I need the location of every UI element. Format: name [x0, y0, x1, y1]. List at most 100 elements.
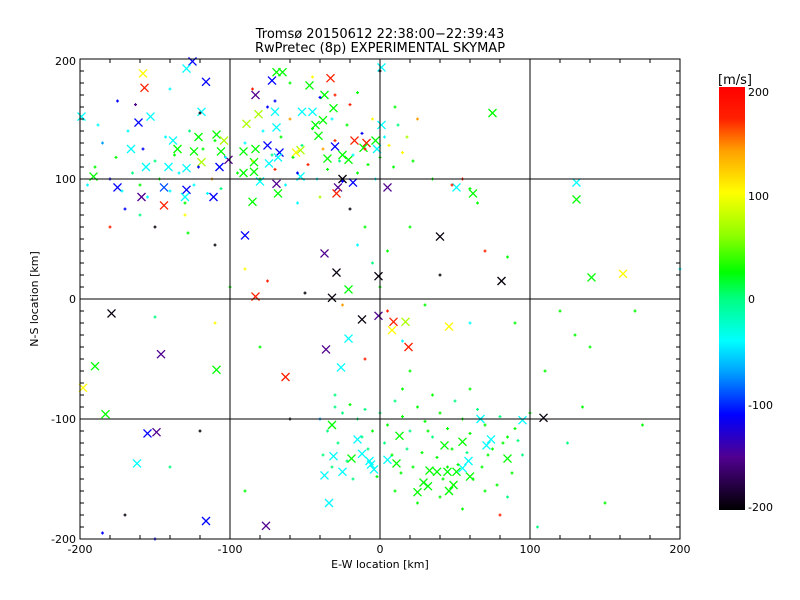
data-point-plus-marker [266, 105, 269, 109]
data-point-plus-marker [138, 183, 142, 187]
data-point-plus-marker [438, 495, 442, 499]
colorbar-tick-label: 100 [748, 190, 769, 203]
data-point-plus-marker [311, 75, 314, 79]
data-point-x-marker [323, 154, 332, 164]
data-point-x-marker [344, 334, 353, 344]
data-point-x-marker [137, 192, 146, 202]
colorbar-tick-label: 200 [748, 86, 769, 99]
data-point-plus-marker [408, 225, 412, 229]
data-point-plus-marker [420, 451, 424, 455]
data-point-plus-marker [416, 501, 419, 505]
data-point-plus-marker [453, 399, 457, 403]
data-point-plus-marker [393, 399, 397, 403]
data-point-x-marker [318, 115, 328, 125]
data-point-x-marker [458, 463, 467, 473]
data-point-plus-marker [360, 131, 364, 135]
colorbar-tick-label: -100 [748, 399, 773, 412]
data-point-x-marker [297, 107, 307, 117]
data-point-x-marker [270, 107, 280, 117]
data-point-x-marker [180, 192, 190, 202]
data-point-x-marker [464, 456, 473, 466]
data-point-plus-marker [306, 163, 310, 167]
data-point-plus-marker [396, 123, 400, 127]
data-point-x-marker [377, 120, 386, 130]
data-point-x-marker [314, 131, 323, 141]
data-point-plus-marker [536, 525, 539, 529]
data-point-plus-marker [197, 165, 200, 169]
data-point-x-marker [327, 293, 337, 303]
data-point-x-marker [168, 136, 178, 146]
data-point-plus-marker [366, 163, 370, 167]
data-point-x-marker [134, 118, 143, 128]
data-point-plus-marker [393, 105, 397, 109]
y-axis-label: N-S location [km] [28, 251, 41, 347]
data-point-x-marker [320, 90, 329, 100]
data-point-plus-marker [348, 403, 352, 407]
data-point-plus-marker [363, 147, 367, 151]
data-point-x-marker [273, 188, 283, 198]
data-point-plus-marker [258, 345, 262, 349]
data-point-plus-marker [405, 447, 409, 451]
data-point-plus-marker [401, 151, 404, 155]
data-point-x-marker [159, 182, 169, 192]
data-point-plus-marker [486, 453, 490, 457]
colorbar-tick-label: 0 [748, 293, 755, 306]
data-point-plus-marker [131, 171, 134, 175]
data-point-x-marker [239, 168, 248, 178]
data-point-x-marker [350, 136, 359, 146]
data-point-plus-marker [498, 415, 502, 419]
colorbar-tick-label: -200 [748, 501, 773, 514]
data-point-plus-marker [416, 405, 419, 409]
data-point-x-marker [305, 80, 314, 90]
data-point-x-marker [423, 481, 433, 491]
data-point-x-marker [336, 362, 346, 372]
data-point-plus-marker [363, 225, 367, 229]
data-point-plus-marker [279, 135, 283, 139]
data-point-x-marker [326, 73, 335, 83]
data-point-plus-marker [96, 123, 100, 127]
data-point-x-marker [377, 62, 386, 72]
colorbar-label: [m/s] [718, 73, 752, 88]
data-point-plus-marker [188, 129, 191, 133]
data-point-x-marker [332, 188, 341, 198]
colorbar: [m/s] 200 100 0 -100 -200 [718, 73, 773, 514]
data-point-x-marker [618, 269, 628, 279]
data-point-plus-marker [423, 419, 427, 423]
data-point-x-marker [572, 178, 581, 188]
data-point-plus-marker [438, 411, 442, 415]
data-point-plus-marker [371, 117, 374, 121]
data-point-plus-marker [516, 439, 520, 443]
data-point-plus-marker [273, 99, 277, 103]
y-tick-labels: -200 -100 0 100 200 [51, 55, 76, 546]
data-point-plus-marker [366, 447, 370, 451]
data-point-plus-marker [153, 315, 157, 319]
data-point-plus-marker [186, 231, 190, 235]
data-point-x-marker [212, 365, 221, 375]
data-point-plus-marker [116, 99, 119, 103]
data-point-plus-marker [270, 153, 274, 157]
data-point-x-marker [291, 148, 301, 158]
data-points [77, 56, 682, 541]
data-point-x-marker [251, 144, 260, 154]
x-tick-label: 0 [377, 543, 384, 556]
data-point-plus-marker [498, 513, 502, 517]
data-point-plus-marker [311, 127, 314, 131]
data-point-x-marker [182, 185, 191, 195]
data-point-x-marker [278, 67, 287, 77]
data-point-x-marker [452, 467, 461, 477]
data-point-x-marker [444, 322, 454, 332]
data-point-plus-marker [318, 95, 322, 99]
x-tick-label: 200 [670, 543, 691, 556]
data-point-plus-marker [126, 129, 130, 133]
data-point-plus-marker [146, 195, 149, 199]
data-point-x-marker [452, 182, 461, 192]
data-point-plus-marker [168, 189, 172, 193]
data-point-plus-marker [393, 489, 397, 493]
data-point-x-marker [443, 467, 452, 477]
data-point-plus-marker [423, 303, 427, 307]
data-point-x-marker [152, 427, 161, 437]
data-point-plus-marker [363, 357, 367, 361]
data-point-plus-marker [288, 81, 292, 85]
data-point-plus-marker [141, 147, 145, 151]
